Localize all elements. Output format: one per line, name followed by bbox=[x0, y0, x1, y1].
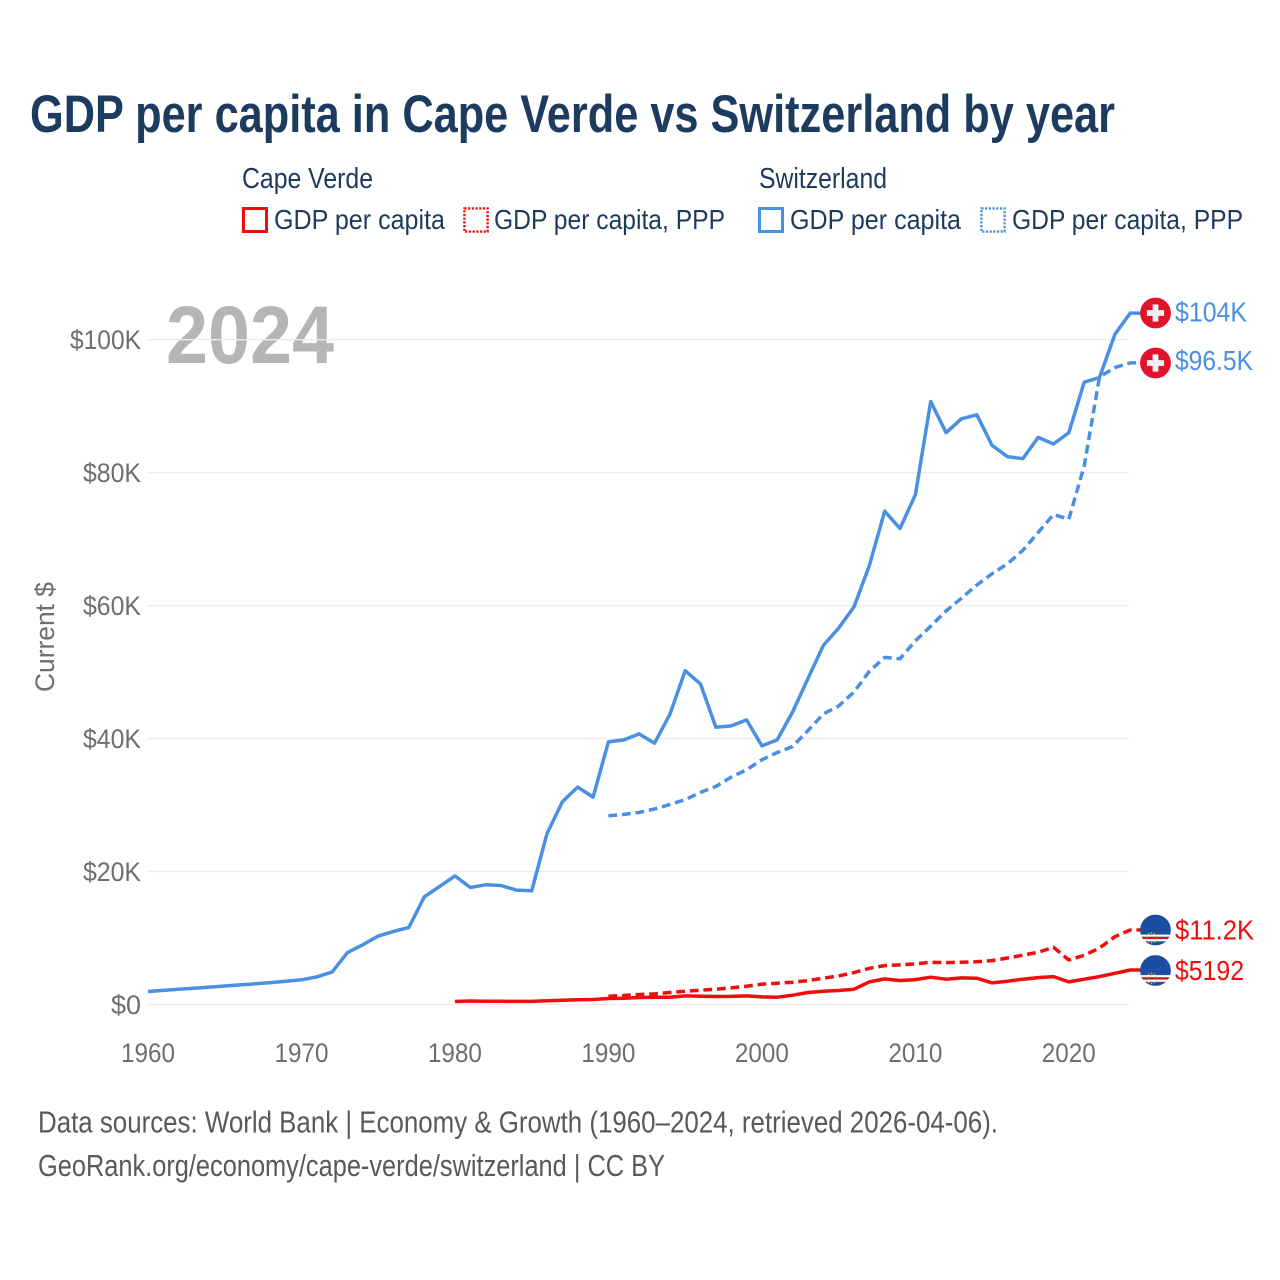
svg-text:$20K: $20K bbox=[83, 857, 141, 887]
svg-text:1970: 1970 bbox=[275, 1038, 329, 1068]
svg-text:$80K: $80K bbox=[83, 458, 141, 488]
svg-text:GeoRank.org/economy/cape-verde: GeoRank.org/economy/cape-verde/switzerla… bbox=[38, 1148, 665, 1183]
svg-text:Data sources: World Bank | Eco: Data sources: World Bank | Economy & Gro… bbox=[38, 1105, 998, 1140]
svg-text:Switzerland: Switzerland bbox=[759, 163, 887, 195]
svg-text:$5192: $5192 bbox=[1175, 955, 1244, 986]
svg-text:GDP per capita: GDP per capita bbox=[790, 204, 961, 235]
svg-text:2010: 2010 bbox=[888, 1038, 942, 1068]
svg-text:$100K: $100K bbox=[70, 325, 141, 355]
svg-text:2020: 2020 bbox=[1042, 1038, 1096, 1068]
svg-text:$11.2K: $11.2K bbox=[1175, 915, 1254, 946]
svg-text:2000: 2000 bbox=[735, 1038, 789, 1068]
svg-text:1960: 1960 bbox=[121, 1038, 175, 1068]
svg-text:$104K: $104K bbox=[1175, 297, 1247, 328]
svg-text:GDP per capita in Cape Verde v: GDP per capita in Cape Verde vs Switzerl… bbox=[30, 85, 1115, 144]
svg-text:GDP per capita, PPP: GDP per capita, PPP bbox=[1012, 204, 1243, 235]
svg-text:$40K: $40K bbox=[83, 724, 141, 754]
svg-text:$0: $0 bbox=[111, 990, 141, 1020]
svg-text:2024: 2024 bbox=[166, 290, 334, 381]
svg-text:Cape Verde: Cape Verde bbox=[242, 163, 373, 195]
svg-text:Current $: Current $ bbox=[30, 582, 60, 692]
svg-text:$60K: $60K bbox=[83, 591, 141, 621]
svg-text:GDP per capita: GDP per capita bbox=[274, 204, 445, 235]
svg-text:$96.5K: $96.5K bbox=[1175, 345, 1253, 376]
svg-text:1980: 1980 bbox=[428, 1038, 482, 1068]
svg-text:1990: 1990 bbox=[581, 1038, 635, 1068]
svg-text:GDP per capita, PPP: GDP per capita, PPP bbox=[494, 204, 725, 235]
